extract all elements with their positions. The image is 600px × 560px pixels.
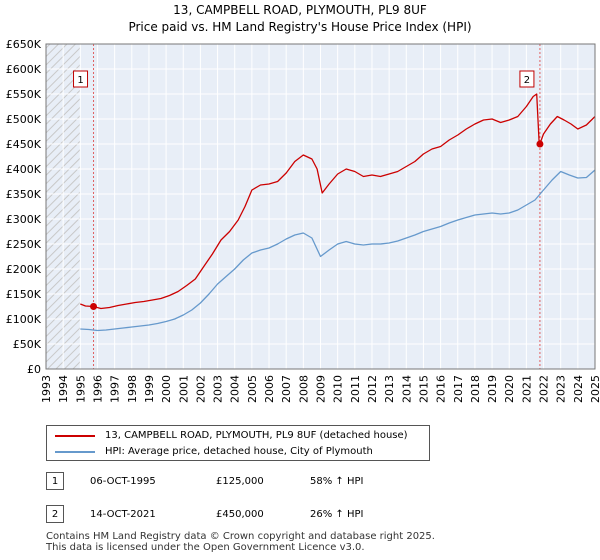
legend-swatch-property: [55, 435, 95, 437]
x-tick-label: 1995: [74, 375, 87, 403]
y-tick-label: £150K: [6, 288, 42, 301]
y-tick-label: £500K: [6, 113, 42, 126]
x-tick-label: 2021: [520, 375, 533, 403]
footer: Contains HM Land Registry data © Crown c…: [46, 531, 435, 553]
sale-point: [536, 140, 544, 148]
x-tick-label: 2013: [383, 375, 396, 403]
x-tick-label: 2009: [315, 375, 328, 403]
title-line-1: 13, CAMPBELL ROAD, PLYMOUTH, PL9 8UF: [173, 3, 427, 17]
x-tick-label: 2000: [160, 375, 173, 403]
x-tick-label: 2024: [572, 375, 585, 403]
title-line-2: Price paid vs. HM Land Registry's House …: [128, 20, 472, 34]
y-tick-label: £600K: [6, 63, 42, 76]
footer-line-1: Contains HM Land Registry data © Crown c…: [46, 531, 435, 542]
transaction-hpi: 26% ↑ HPI: [310, 509, 364, 520]
y-tick-label: £50K: [13, 338, 42, 351]
footer-line-2: This data is licensed under the Open Gov…: [46, 542, 365, 553]
plot-border: [45, 43, 596, 370]
x-tick-label: 2022: [538, 375, 551, 403]
y-tick-label: £650K: [6, 38, 42, 51]
x-tick-label: 2023: [555, 375, 568, 403]
x-tick-label: 2004: [229, 375, 242, 403]
x-tick-label: 2001: [177, 375, 190, 403]
sale-point: [90, 303, 98, 310]
x-tick-label: 1993: [40, 375, 53, 403]
transaction-hpi: 58% ↑ HPI: [310, 476, 364, 487]
chart-title: 13, CAMPBELL ROAD, PLYMOUTH, PL9 8UF Pri…: [0, 2, 600, 36]
transaction-badge: 2: [46, 505, 64, 523]
transaction-badge: 1: [46, 472, 64, 490]
x-tick-label: 1997: [109, 375, 122, 403]
x-tick-label: 2015: [417, 375, 430, 403]
legend-swatch-hpi: [55, 451, 95, 453]
transaction-price: £450,000: [216, 509, 264, 520]
x-tick-label: 2020: [503, 375, 516, 403]
y-tick-label: £0: [27, 363, 41, 376]
sale-label-text: 1: [77, 75, 83, 86]
x-tick-label: 2011: [349, 375, 362, 403]
x-tick-label: 2005: [246, 375, 259, 403]
y-tick-label: £550K: [6, 88, 42, 101]
y-tick-label: £450K: [6, 138, 42, 151]
y-tick-label: £200K: [6, 263, 42, 276]
legend-label-hpi: HPI: Average price, detached house, City…: [105, 446, 373, 457]
y-tick-label: £300K: [6, 213, 42, 226]
price-chart: 1 2 £0 £50K £100K £150K £200K £250K £300K £350K £…: [6, 38, 600, 403]
x-tick-label: 2019: [486, 375, 499, 403]
y-tick-label: £250K: [6, 238, 42, 251]
x-tick-label: 1994: [57, 375, 70, 403]
x-tick-label: 2006: [263, 375, 276, 403]
transaction-date: 14-OCT-2021: [90, 509, 156, 520]
series-line: [80, 93, 596, 310]
sale-label-box: [519, 70, 535, 88]
x-tick-label: 2008: [297, 375, 310, 403]
transaction-date: 06-OCT-1995: [90, 476, 156, 487]
x-tick-label: 2017: [452, 375, 465, 403]
x-tick-label: 2018: [469, 375, 482, 403]
transaction-price: £125,000: [216, 476, 264, 487]
x-tick-label: 2003: [212, 375, 225, 403]
x-tick-label: 2007: [280, 375, 293, 403]
y-tick-label: £350K: [6, 188, 42, 201]
x-tick-label: 1996: [91, 375, 104, 403]
sale-label-box: [73, 70, 89, 88]
legend: 13, CAMPBELL ROAD, PLYMOUTH, PL9 8UF (de…: [46, 425, 430, 461]
x-tick-label: 2010: [332, 375, 345, 403]
x-tick-label: 1999: [143, 375, 156, 403]
legend-label-property: 13, CAMPBELL ROAD, PLYMOUTH, PL9 8UF (de…: [105, 430, 408, 441]
x-tick-label: 1998: [126, 375, 139, 403]
y-tick-label: £400K: [6, 163, 42, 176]
x-tick-label: 2025: [589, 375, 600, 403]
x-tick-label: 2002: [194, 375, 207, 403]
y-tick-label: £100K: [6, 313, 42, 326]
x-tick-label: 2016: [435, 375, 448, 403]
x-tick-label: 2012: [366, 375, 379, 403]
sale-label-text: 2: [524, 75, 530, 86]
x-tick-label: 2014: [400, 375, 413, 403]
series-line: [80, 169, 596, 332]
